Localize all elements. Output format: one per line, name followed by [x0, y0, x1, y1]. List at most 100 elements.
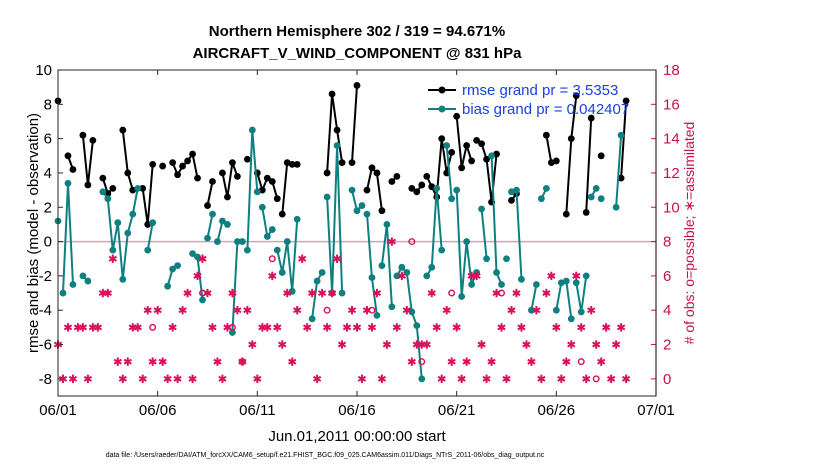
obs-assimilated-marker — [188, 374, 197, 384]
obs-assimilated-stroke — [63, 324, 73, 331]
obs-assimilated-marker — [422, 340, 431, 349]
rmse-point — [209, 178, 216, 185]
rmse-point — [463, 142, 471, 149]
obs-assimilated-stroke — [183, 290, 192, 297]
rmse-point — [89, 136, 97, 144]
rmse-point — [169, 159, 177, 167]
obs-assimilated-marker — [143, 306, 152, 315]
rmse-point — [328, 90, 336, 98]
obs-assimilated-stroke — [562, 358, 571, 365]
bias-point — [253, 188, 261, 196]
obs-assimilated-stroke — [567, 341, 576, 348]
bias-point — [318, 269, 326, 276]
bias-point — [398, 263, 406, 271]
bias-point — [209, 210, 216, 218]
bias-point — [338, 289, 346, 297]
bias-point — [542, 184, 550, 192]
obs-assimilated-marker — [327, 288, 337, 298]
obs-assimilated-stroke — [512, 290, 521, 297]
obs-possible-marker — [228, 323, 236, 331]
obs-assimilated-marker — [123, 357, 132, 366]
obs-assimilated-stroke — [233, 307, 242, 314]
rmse-point — [468, 157, 476, 165]
legend-rmse-label: rmse grand pr = 3.5353 — [462, 82, 618, 99]
rmse-point — [139, 184, 147, 192]
bias-point — [243, 246, 251, 254]
obs-assimilated-stroke — [283, 290, 292, 297]
obs-assimilated-stroke — [173, 375, 182, 382]
obs-assimilated-stroke — [572, 272, 581, 279]
bias-point — [238, 238, 246, 245]
obs-assimilated-stroke — [547, 272, 556, 279]
bias-point — [164, 282, 172, 290]
y-right-tick-label: 12 — [663, 165, 680, 182]
obs-assimilated-marker — [337, 340, 347, 349]
bias-point — [483, 255, 490, 263]
rmse-point — [373, 169, 381, 177]
obs-assimilated-marker — [253, 374, 262, 384]
y-right-tick-label: 18 — [663, 62, 680, 79]
bias-point — [358, 202, 366, 209]
rmse-point — [69, 166, 77, 173]
obs-assimilated-stroke — [616, 324, 626, 331]
bias-point — [413, 322, 421, 330]
rmse-point — [483, 155, 490, 163]
bias-series-line — [206, 213, 214, 239]
bias-point — [498, 281, 505, 288]
obs-assimilated-marker — [427, 288, 436, 298]
bias-point — [273, 246, 281, 254]
obs-assimilated-stroke — [502, 375, 511, 382]
obs-possible-marker — [238, 358, 246, 366]
obs-assimilated-stroke — [198, 255, 207, 262]
obs-assimilated-stroke — [332, 255, 342, 262]
obs-assimilated-stroke — [113, 358, 122, 365]
bias-point — [577, 308, 585, 316]
bias-point — [383, 221, 391, 228]
rmse-point — [587, 114, 595, 122]
x-tick-label: 06/16 — [338, 402, 376, 419]
obs-assimilated-stroke — [597, 358, 606, 365]
obs-assimilated-stroke — [482, 375, 491, 382]
obs-assimilated-stroke — [83, 375, 93, 382]
obs-assimilated-stroke — [497, 324, 506, 331]
obs-assimilated-stroke — [93, 324, 103, 331]
obs-assimilated-stroke — [327, 290, 337, 297]
rmse-point — [458, 164, 466, 172]
rmse-point — [124, 169, 132, 177]
bias-series-line — [530, 284, 538, 311]
obs-assimilated-marker — [562, 357, 571, 366]
bias-point — [408, 308, 416, 316]
rmse-point — [159, 162, 167, 170]
rmse-point — [413, 188, 421, 196]
obs-assimilated-marker — [607, 374, 616, 384]
y-left-tick-label: 6 — [44, 131, 52, 148]
obs-assimilated-marker — [342, 323, 352, 332]
rmse-point — [333, 126, 341, 134]
y-left-tick-label: 8 — [44, 96, 52, 113]
bias-point — [189, 250, 196, 257]
obs-assimilated-marker — [193, 271, 202, 281]
obs-assimilated-marker — [248, 340, 257, 349]
bias-point — [333, 142, 341, 149]
obs-assimilated-marker — [377, 374, 387, 384]
bias-series-line — [326, 145, 344, 294]
obs-assimilated-stroke — [542, 290, 551, 297]
y-left-axis-ticks: 10 8 6 4 2 0 -2 -4 -6 -8 — [35, 62, 63, 388]
rmse-series-line — [585, 117, 593, 213]
obs-assimilated-marker — [298, 254, 307, 263]
rmse-point — [508, 197, 515, 204]
obs-assimilated-marker — [288, 357, 297, 366]
bias-point — [368, 274, 376, 282]
obs-possible-marker — [408, 238, 416, 246]
obs-assimilated-stroke — [477, 341, 486, 348]
obs-assimilated-marker — [93, 323, 103, 332]
obs-assimilated-marker — [557, 374, 566, 384]
obs-assimilated-stroke — [288, 358, 297, 365]
obs-assimilated-stroke — [342, 324, 352, 331]
obs-assimilated-stroke — [158, 358, 167, 365]
rmse-point — [353, 82, 361, 89]
bias-point — [263, 233, 271, 240]
rmse-point — [64, 152, 72, 160]
obs-assimilated-stroke — [592, 341, 601, 348]
